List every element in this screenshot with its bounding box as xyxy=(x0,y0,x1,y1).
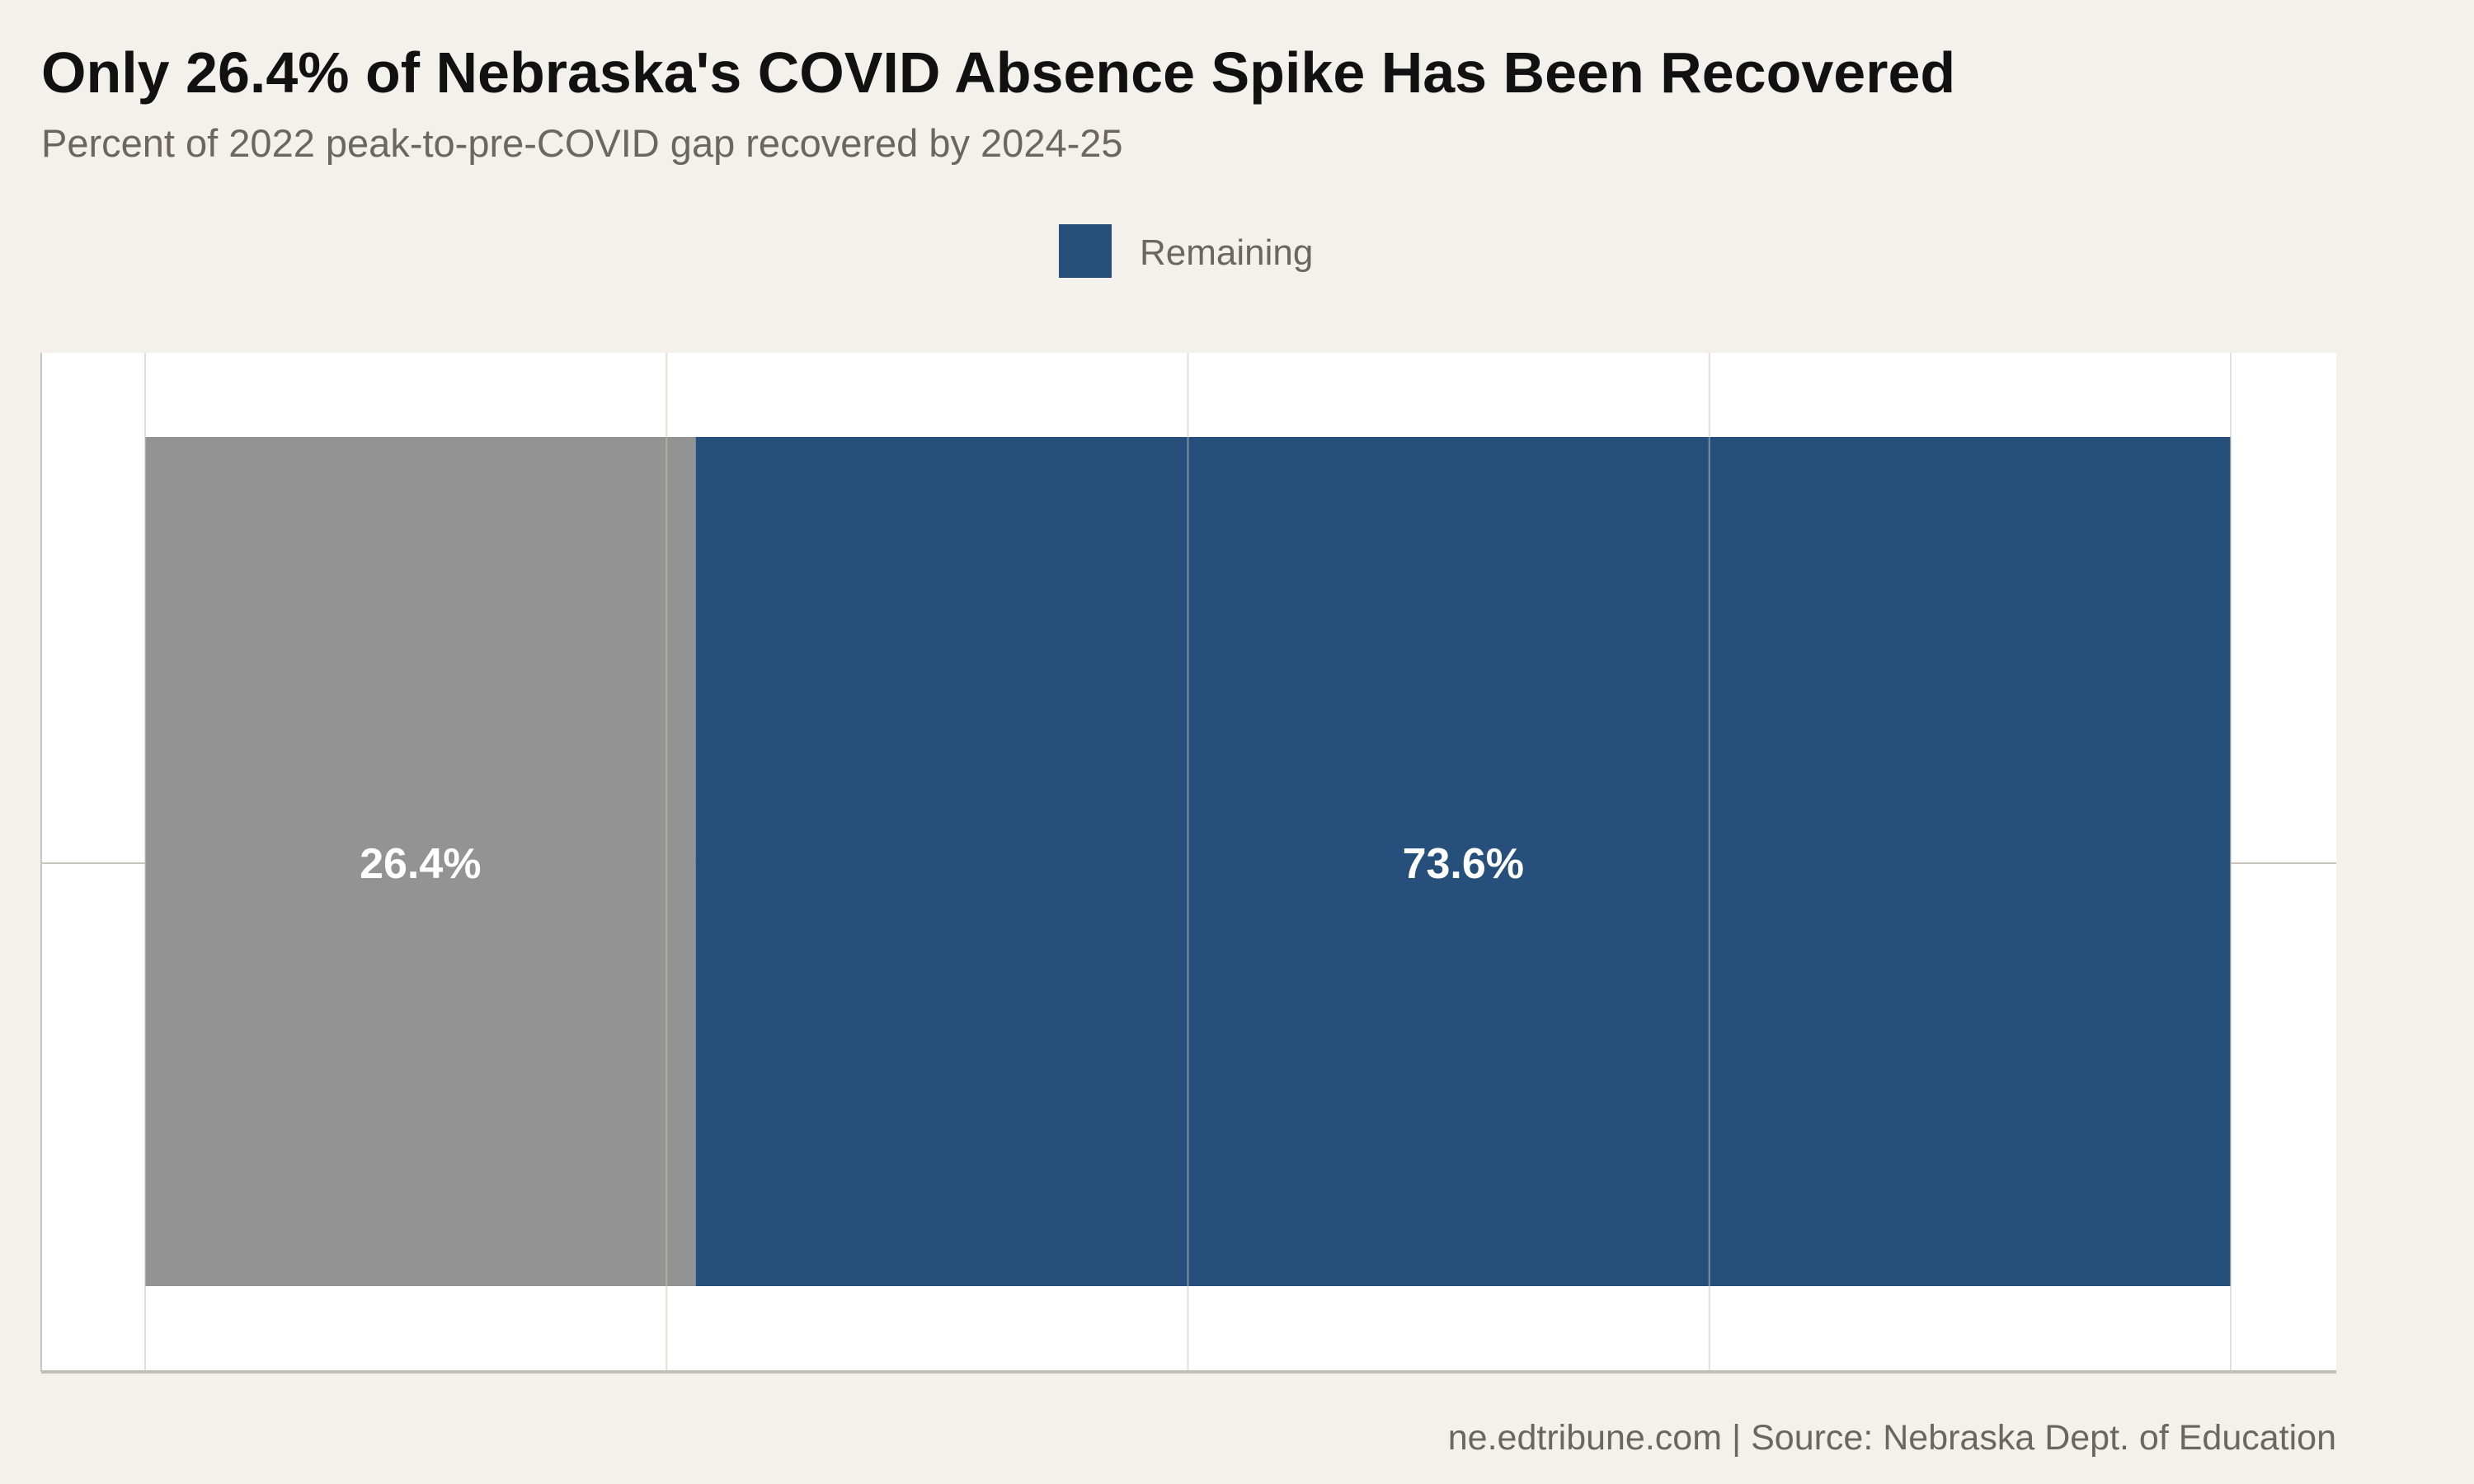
bar-segment-1 xyxy=(695,437,2231,1286)
bar-labels: 26.4% 73.6% xyxy=(360,840,1524,888)
bar-segment-0 xyxy=(145,437,696,1286)
bar-label-0: 26.4% xyxy=(360,840,481,888)
caption: ne.edtribune.com | Source: Nebraska Dept… xyxy=(1448,1418,2336,1458)
bars xyxy=(144,353,2232,1372)
legend-label-remaining: Remaining xyxy=(1140,232,1313,273)
chart-title: Only 26.4% of Nebraska's COVID Absence S… xyxy=(41,40,1955,105)
bar-label-1: 73.6% xyxy=(1403,840,1524,888)
legend: Remaining xyxy=(1059,224,1313,278)
legend-swatch-remaining xyxy=(1059,224,1112,278)
chart-subtitle: Percent of 2022 peak-to-pre-COVID gap re… xyxy=(41,121,1123,165)
